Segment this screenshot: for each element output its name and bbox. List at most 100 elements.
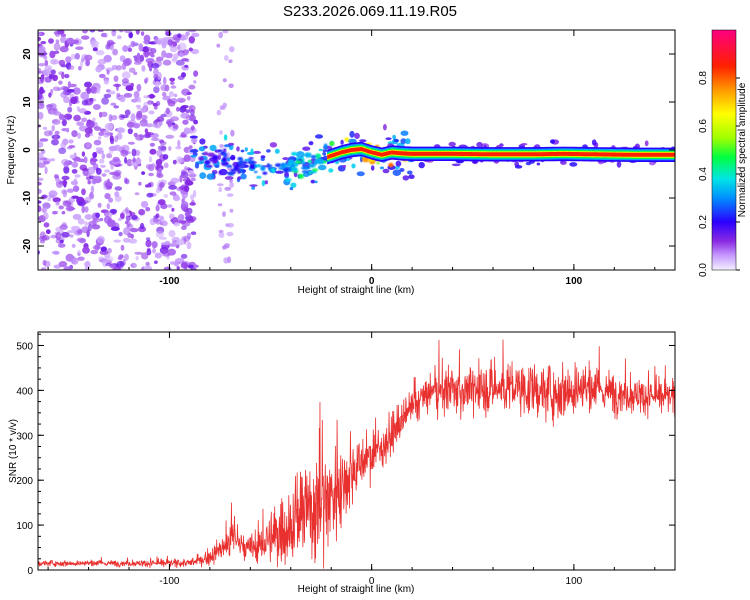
tone-speckle: [314, 134, 324, 139]
colorbar-label: Normalized spectral amplitude: [737, 82, 748, 217]
noise-speckle: [159, 139, 165, 144]
tone-speckle: [230, 154, 236, 161]
tone-core-blob: [307, 159, 313, 163]
noise-speckle: [99, 111, 103, 118]
noise-speckle: [38, 45, 46, 54]
noise-speckle: [89, 157, 97, 166]
noise-speckle: [145, 77, 149, 82]
noise-speckle: [157, 145, 167, 151]
noise-speckle: [53, 264, 61, 269]
noise-speckle: [90, 40, 99, 47]
tone-speckle: [218, 168, 228, 176]
noise-speckle: [81, 30, 89, 34]
noise-speckle: [134, 192, 140, 196]
noise-speckle: [106, 178, 111, 186]
noise-speckle: [180, 262, 189, 269]
tone-speckle: [244, 147, 248, 152]
noise-speckle: [38, 92, 43, 100]
noise-speckle: [51, 250, 60, 255]
tone-speckle: [249, 184, 258, 187]
noise-speckle: [116, 127, 126, 134]
noise-speckle: [84, 206, 89, 213]
tone-speckle: [342, 164, 347, 168]
tone-speckle: [264, 180, 269, 185]
tone-speckle: [250, 148, 254, 155]
noise-speckle: [58, 59, 66, 66]
noise-speckle: [162, 154, 169, 160]
noise-speckle: [68, 99, 73, 107]
noise-speckle: [92, 175, 102, 180]
tone-speckle: [379, 166, 385, 170]
noise-speckle: [133, 262, 137, 268]
tone-core-blob: [218, 149, 223, 153]
colorbar-tick-label: 0.6: [698, 119, 709, 133]
noise-speckle: [222, 78, 227, 83]
tone-speckle: [408, 174, 415, 179]
noise-speckle: [83, 156, 88, 164]
noise-speckle: [38, 141, 44, 148]
noise-speckle: [104, 169, 110, 173]
noise-speckle: [226, 193, 234, 197]
noise-speckle: [164, 52, 173, 59]
noise-speckle: [40, 149, 46, 155]
noise-speckle: [193, 70, 199, 77]
tone-speckle: [591, 139, 597, 146]
noise-speckle: [153, 215, 158, 220]
noise-speckle: [116, 260, 125, 268]
noise-speckle: [159, 38, 168, 45]
noise-speckle: [85, 59, 90, 67]
tone-core-blob: [284, 178, 292, 182]
noise-speckle: [181, 58, 189, 62]
noise-speckle: [222, 245, 230, 249]
noise-speckle: [138, 208, 146, 216]
noise-speckle: [141, 266, 145, 270]
noise-speckle: [156, 169, 162, 177]
noise-speckle: [43, 126, 48, 130]
noise-speckle: [115, 65, 122, 71]
noise-speckle: [52, 86, 60, 91]
noise-speckle: [138, 43, 144, 52]
tone-core-blob: [256, 176, 262, 179]
noise-speckle: [181, 72, 186, 78]
noise-speckle: [127, 232, 132, 238]
noise-speckle: [222, 102, 227, 108]
noise-speckle: [72, 213, 82, 220]
noise-speckle: [118, 231, 123, 237]
noise-speckle: [103, 78, 110, 85]
noise-speckle: [181, 225, 187, 230]
noise-speckle: [68, 65, 75, 70]
noise-speckle: [141, 171, 146, 175]
tone-core-blob: [298, 173, 304, 179]
noise-speckle: [61, 175, 70, 181]
noise-speckle: [65, 205, 75, 212]
frequency-tick-label: 20: [22, 48, 33, 60]
tone-core-blob: [281, 163, 285, 167]
noise-speckle: [101, 173, 107, 177]
noise-speckle: [55, 232, 62, 241]
noise-speckle: [38, 188, 42, 195]
tone-speckle: [328, 168, 334, 173]
noise-speckle: [138, 181, 142, 186]
tone-speckle: [217, 154, 221, 161]
noise-speckle: [95, 66, 102, 73]
noise-speckle: [193, 80, 197, 84]
snr-axis-label: SNR (10 * v/v): [8, 419, 19, 483]
noise-speckle: [44, 166, 48, 175]
noise-speckle: [92, 47, 98, 52]
tone-core-blob: [323, 143, 328, 150]
noise-speckle: [129, 228, 139, 233]
height-tick-label: 100: [566, 576, 583, 587]
noise-speckle: [112, 30, 116, 33]
tone-speckle: [385, 137, 392, 140]
noise-speckle: [140, 200, 149, 208]
noise-speckle: [182, 52, 189, 56]
noise-speckle: [218, 31, 223, 39]
tone-core-blob: [310, 155, 317, 159]
tone-speckle: [400, 138, 407, 145]
noise-speckle: [173, 195, 181, 202]
noise-speckle: [140, 31, 145, 36]
noise-speckle: [161, 91, 167, 97]
snr-tick-label: 400: [16, 386, 33, 397]
tone-speckle: [322, 149, 328, 153]
